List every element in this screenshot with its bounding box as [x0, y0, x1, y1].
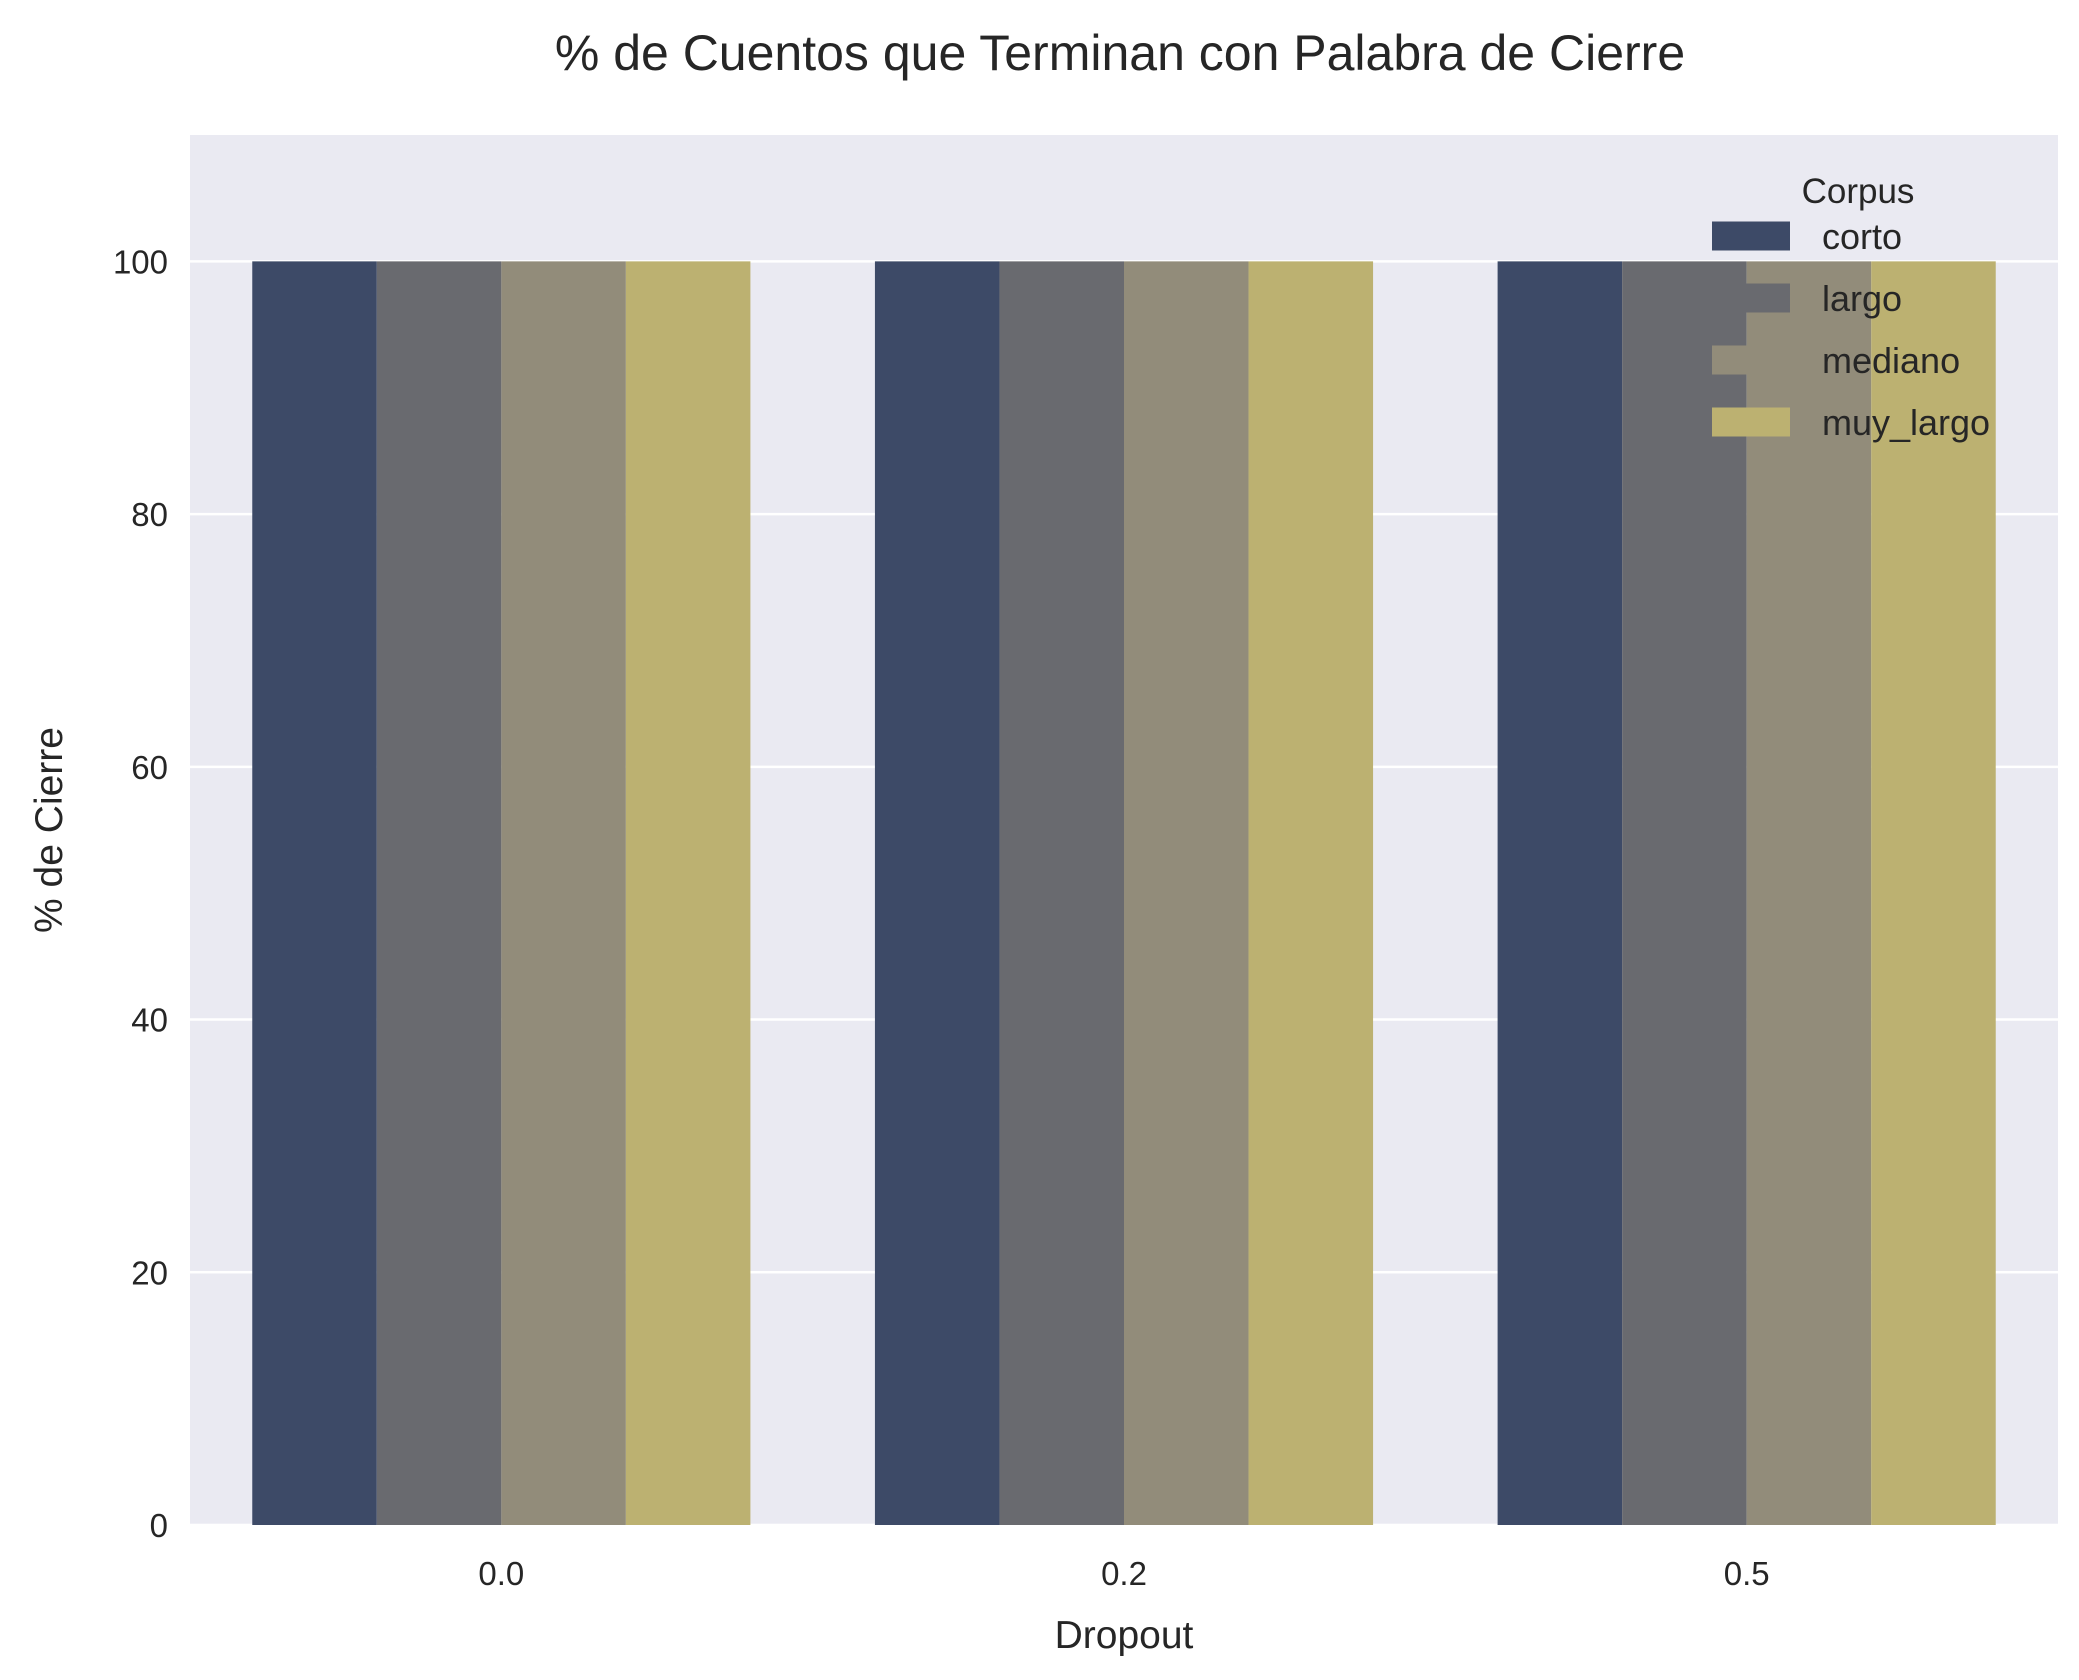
y-tick-label: 100	[113, 243, 168, 280]
bars	[252, 261, 1996, 1525]
chart-title: % de Cuentos que Terminan con Palabra de…	[555, 25, 1685, 81]
x-tick-label: 0.0	[478, 1555, 524, 1592]
y-tick-label: 80	[131, 496, 168, 533]
legend-label-muy_largo: muy_largo	[1822, 402, 1990, 443]
bar-mediano-0.0	[501, 261, 626, 1525]
bar-muy_largo-0.2	[1248, 261, 1374, 1525]
y-axis-ticks: 0 20 40 60 80 100	[113, 243, 168, 1544]
y-tick-label: 40	[131, 1002, 168, 1039]
legend-swatch-mediano	[1712, 345, 1790, 375]
bar-corto-0.5	[1497, 261, 1623, 1525]
x-tick-label: 0.2	[1101, 1555, 1147, 1592]
bar-mediano-0.2	[1124, 261, 1249, 1525]
bar-muy_largo-0.0	[625, 261, 751, 1525]
bar-muy_largo-0.5	[1871, 261, 1996, 1525]
legend-label-corto: corto	[1822, 216, 1902, 257]
y-tick-label: 60	[131, 749, 168, 786]
bar-largo-0.0	[376, 261, 502, 1525]
legend-swatch-corto	[1712, 221, 1790, 251]
x-axis-ticks: 0.0 0.2 0.5	[478, 1555, 1769, 1592]
y-tick-label: 0	[150, 1507, 168, 1544]
legend-swatch-muy_largo	[1712, 407, 1790, 437]
bar-largo-0.5	[1622, 261, 1747, 1525]
legend-swatch-largo	[1712, 283, 1790, 313]
bar-corto-0.2	[874, 261, 1000, 1525]
bar-corto-0.0	[252, 261, 377, 1525]
legend-label-largo: largo	[1822, 278, 1902, 319]
legend: Corpus corto largo mediano muy_largo	[1712, 172, 1990, 443]
x-tick-label: 0.5	[1724, 1555, 1770, 1592]
legend-label-mediano: mediano	[1822, 340, 1960, 381]
bar-largo-0.2	[999, 261, 1124, 1525]
bar-mediano-0.5	[1746, 261, 1872, 1525]
legend-title: Corpus	[1802, 172, 1915, 211]
x-axis-label: Dropout	[1055, 1614, 1194, 1657]
y-tick-label: 20	[131, 1254, 168, 1291]
y-axis-label: % de Cierre	[28, 727, 71, 933]
